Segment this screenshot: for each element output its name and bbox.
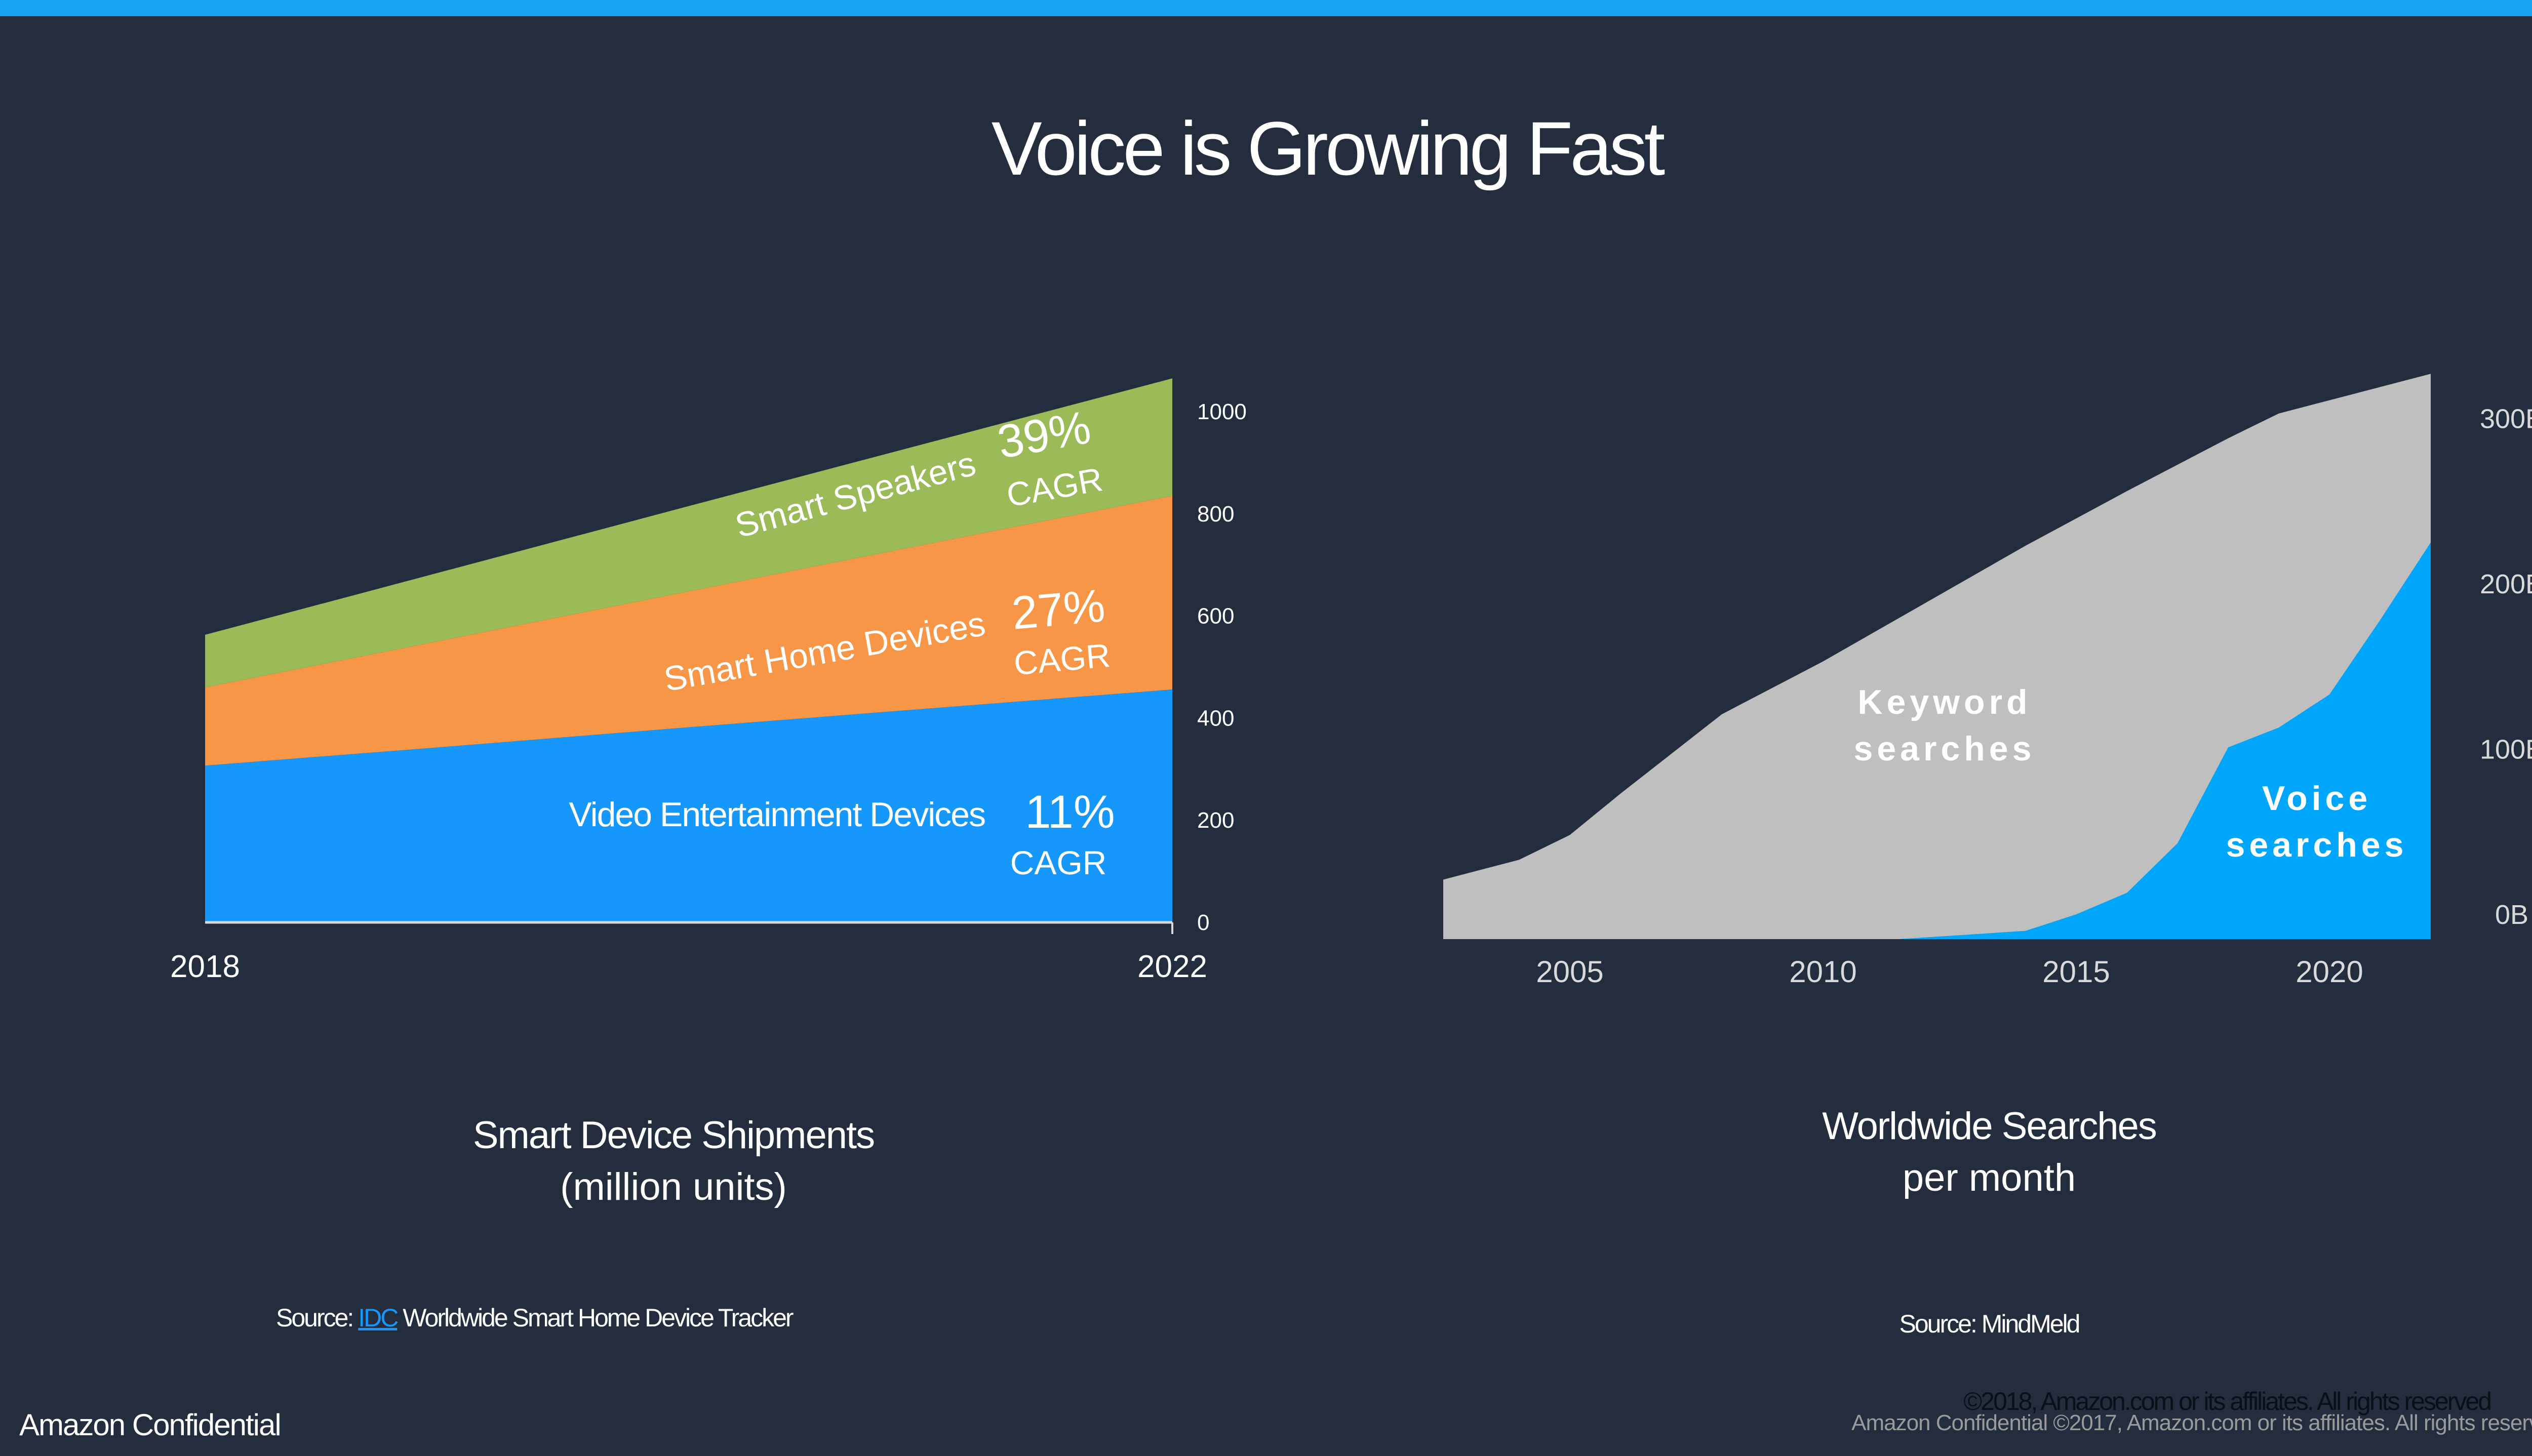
idc-link[interactable]: IDC (358, 1304, 400, 1332)
y-tick-label: 0 (1197, 910, 1209, 935)
footer-copyright-dark: ©2018, Amazon.com or its affiliates. All… (1963, 1387, 2490, 1415)
x-tick-label: 2010 (1789, 955, 1856, 989)
y-tick-label: 0B (2495, 900, 2528, 930)
y-tick-label: 600 (1197, 604, 1234, 629)
area-video-entertainment (205, 689, 1172, 922)
area-smart-home (205, 496, 1172, 766)
right-caption-line2: per month (1903, 1156, 2076, 1199)
y-tick-label: 400 (1197, 706, 1234, 731)
left-source: Source: IDC Worldwide Smart Home Device … (276, 1304, 794, 1332)
y-tick-label: 100B (2480, 735, 2532, 765)
y-tick-label: 200B (2480, 569, 2532, 599)
area-voice-searches (1899, 542, 2431, 939)
series-label-video: Video Entertainment Devices (569, 795, 985, 834)
y-tick-label: 200 (1197, 808, 1234, 833)
footer-copyright-gray: Amazon Confidential ©2017, Amazon.com or… (1851, 1410, 2532, 1435)
y-tick-label: 300B (2480, 404, 2532, 434)
top-accent-bar (0, 0, 2532, 16)
keyword-label-line2: searches (1854, 730, 2036, 768)
y-tick-label: 800 (1197, 502, 1234, 527)
voice-label-line1: Voice (2262, 779, 2371, 818)
source-prefix: Source: (276, 1304, 358, 1332)
cagr-label-smart-home: CAGR (1012, 636, 1112, 682)
x-tick-label: 2022 (1137, 949, 1207, 984)
x-tick-label: 2015 (2042, 955, 2110, 989)
footer-confidential: Amazon Confidential (19, 1408, 281, 1442)
x-tick-label: 2018 (170, 949, 240, 984)
right-source: Source: MindMeld (1900, 1310, 2079, 1338)
left-caption-line1: Smart Device Shipments (473, 1114, 874, 1157)
cagr-value-video: 11% (1025, 786, 1115, 838)
right-caption-line1: Worldwide Searches (1822, 1105, 2156, 1148)
cagr-value-smart-home: 27% (1010, 580, 1107, 639)
left-caption-line2: (million units) (560, 1165, 787, 1208)
area-keyword-searches (1443, 374, 2431, 939)
slide-title: Voice is Growing Fast (992, 106, 1665, 191)
area-smart-speakers (205, 378, 1172, 687)
cagr-label-video: CAGR (1010, 844, 1107, 881)
source-rest: Worldwide Smart Home Device Tracker (397, 1304, 794, 1332)
y-tick-label: 1000 (1197, 399, 1247, 424)
x-tick-label: 2020 (2296, 955, 2363, 989)
voice-label-line2: searches (2226, 826, 2408, 864)
x-tick-label: 2005 (1536, 955, 1603, 989)
keyword-label-line1: Keyword (1857, 683, 2031, 721)
